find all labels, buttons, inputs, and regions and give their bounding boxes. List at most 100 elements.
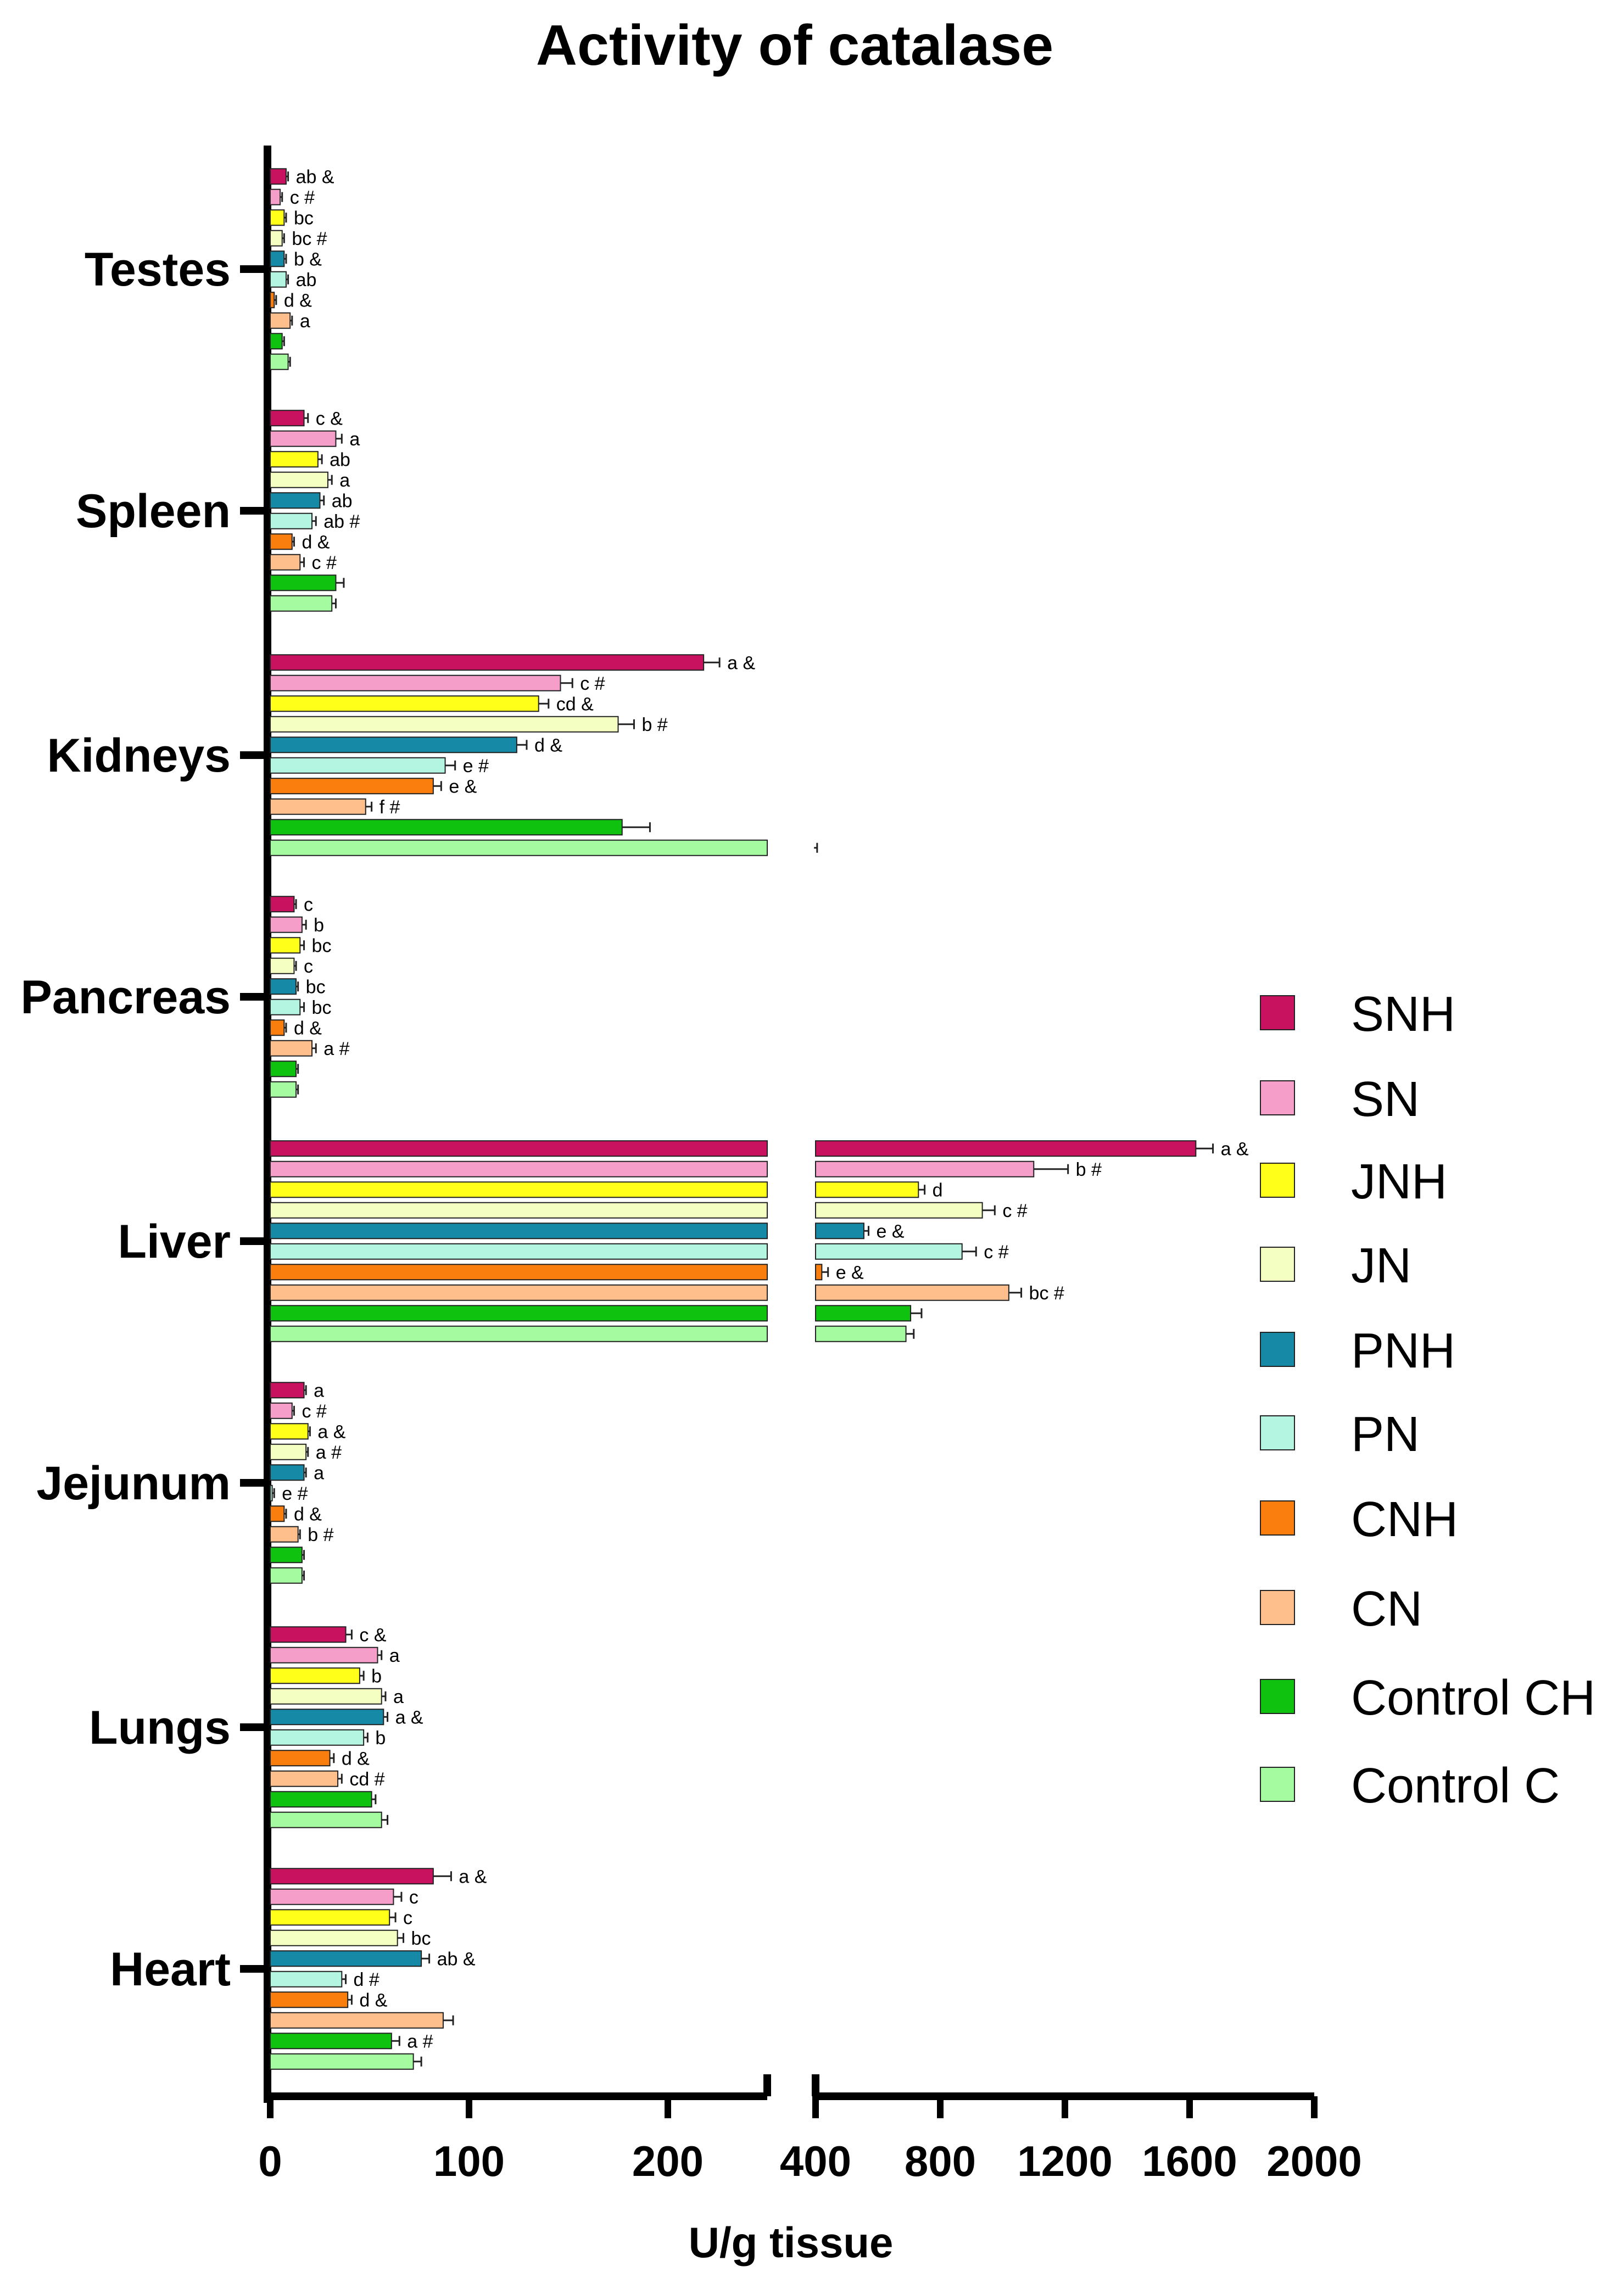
significance-label: b [314,915,324,936]
significance-label: bc [306,976,326,997]
legend-label-pn: PN [1351,1407,1420,1462]
category-label-heart: Heart [110,1943,231,1996]
bar-heart-control-c [270,2053,414,2070]
significance-label: d & [294,1018,322,1039]
bar-liver-cn-continued [815,1284,1009,1301]
bar-jejunum-pn [270,1484,273,1501]
bar-spleen-control-c [270,595,333,612]
bar-jejunum-pnh [270,1464,305,1481]
category-label-testes: Testes [85,243,231,296]
significance-label: ab [296,270,317,291]
x-tick-label: 1600 [1142,2137,1237,2185]
bar-spleen-sn [270,430,337,447]
bar-testes-pn [270,271,287,288]
legend-swatch-snh [1260,995,1295,1030]
bar-liver-sn-continued [815,1160,1035,1177]
significance-label: d & [284,290,312,311]
bar-liver-snh [270,1140,768,1157]
significance-label: e # [463,756,489,777]
bar-lungs-jnh [270,1667,360,1684]
significance-label: cd & [556,694,594,715]
legend-label-jnh: JNH [1351,1154,1447,1209]
bar-kidneys-pn [270,757,446,774]
bar-kidneys-jnh [270,695,539,712]
bar-pancreas-pnh [270,978,297,995]
significance-label: a & [395,1707,423,1728]
significance-label: bc [312,935,332,956]
significance-label: ab & [437,1949,476,1969]
bar-liver-control-c-continued [815,1325,907,1342]
significance-label: c # [302,1401,326,1422]
bar-testes-jn [270,230,283,247]
bar-jejunum-jnh [270,1423,309,1440]
significance-label: d & [359,1990,387,2011]
legend-swatch-control-ch [1260,1679,1295,1714]
x-tick-label: 800 [905,2137,976,2185]
significance-label: e & [836,1262,864,1283]
significance-label: ab [330,449,350,470]
legend-swatch-jn [1260,1247,1295,1282]
legend-label-control-c: Control C [1351,1759,1560,1813]
significance-label: bc [294,208,314,228]
category-label-spleen: Spleen [76,485,231,538]
bar-liver-cn [270,1284,768,1301]
legend-label-control-ch: Control CH [1351,1671,1595,1726]
bar-lungs-control-c [270,1811,382,1828]
bar-spleen-cn [270,554,301,571]
bar-heart-control-ch [270,2033,392,2050]
significance-label: c [409,1887,418,1908]
bar-testes-sn [270,188,281,205]
significance-label: e & [449,776,477,797]
significance-label: d [933,1180,943,1201]
bar-liver-sn [270,1160,768,1177]
bar-jejunum-control-ch [270,1547,303,1564]
bar-heart-snh [270,1868,434,1885]
legend-swatch-pnh [1260,1332,1295,1367]
bar-liver-pn [270,1243,768,1260]
significance-label: d & [534,735,562,756]
bar-kidneys-sn [270,674,561,691]
bar-testes-pnh [270,250,285,267]
bar-kidneys-snh [270,654,705,671]
bar-testes-cn [270,312,291,329]
significance-label: a # [407,2031,433,2052]
bar-lungs-sn [270,1646,378,1664]
legend-label-snh: SNH [1351,987,1455,1042]
bar-spleen-snh [270,410,305,427]
x-tick-label: 200 [632,2137,704,2185]
bar-testes-snh [270,168,287,185]
bar-pancreas-snh [270,896,295,913]
significance-label: ab [332,490,353,511]
bar-liver-control-c [270,1325,768,1342]
bar-testes-cnh [270,292,275,309]
legend-swatch-cn [1260,1590,1295,1625]
legend-label-cn: CN [1351,1582,1422,1637]
legend-swatch-control-c [1260,1767,1295,1802]
significance-label: a # [316,1442,342,1463]
significance-label: cd # [349,1769,384,1790]
significance-label: c [304,894,313,915]
bar-jejunum-snh [270,1382,305,1399]
significance-label: a # [323,1039,349,1059]
bar-pancreas-pn [270,998,301,1015]
legend-label-jn: JN [1351,1238,1411,1293]
bar-liver-control-ch [270,1305,768,1322]
bar-pancreas-jnh [270,937,301,954]
bar-jejunum-control-c [270,1567,303,1584]
bar-jejunum-cn [270,1526,299,1543]
bar-heart-sn [270,1888,394,1905]
significance-label: c [403,1907,412,1928]
bar-heart-jn [270,1929,398,1946]
bar-pancreas-sn [270,916,303,933]
significance-label: e # [282,1483,308,1504]
significance-label: a [339,470,350,491]
significance-label: c # [290,187,315,208]
bar-testes-control-c [270,353,289,370]
bar-pancreas-cn [270,1040,313,1057]
bar-liver-jn [270,1202,768,1219]
x-axis-label: U/g tissue [689,2218,894,2267]
significance-label: b & [294,249,322,270]
bar-lungs-control-ch [270,1791,372,1808]
